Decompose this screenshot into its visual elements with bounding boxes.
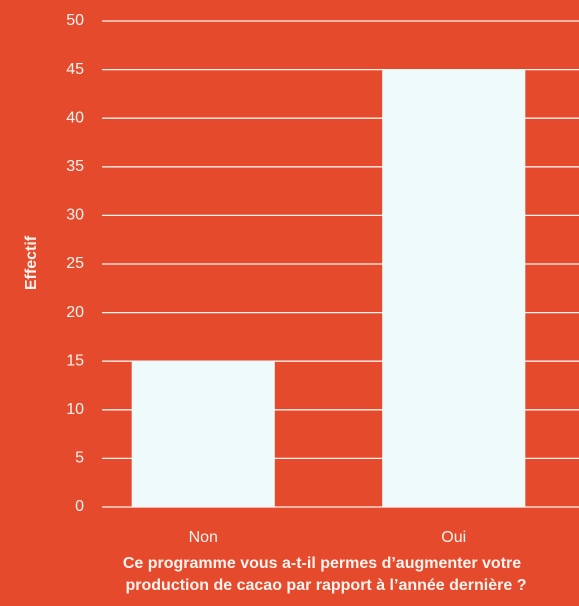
x-tick-label: Non: [189, 529, 218, 546]
x-axis-label: production de cacao par rapport à l’anné…: [126, 577, 527, 594]
y-tick-label: 40: [66, 109, 84, 126]
y-tick-label: 30: [66, 207, 84, 224]
x-axis-label: Ce programme vous a-t-il permes d’augmen…: [123, 555, 521, 572]
y-tick-label: 45: [66, 61, 84, 78]
y-tick-label: 0: [75, 498, 84, 515]
y-tick-label: 20: [66, 304, 84, 321]
x-tick-label: Oui: [441, 529, 466, 546]
y-axis-label: Effectif: [23, 235, 40, 290]
bar: [382, 69, 526, 507]
y-tick-label: 5: [75, 450, 84, 467]
y-tick-label: 35: [66, 158, 84, 175]
y-tick-label: 10: [66, 401, 84, 418]
y-tick-label: 15: [66, 352, 84, 369]
bar: [131, 361, 275, 507]
y-tick-label: 50: [66, 12, 84, 29]
y-tick-label: 25: [66, 255, 84, 272]
